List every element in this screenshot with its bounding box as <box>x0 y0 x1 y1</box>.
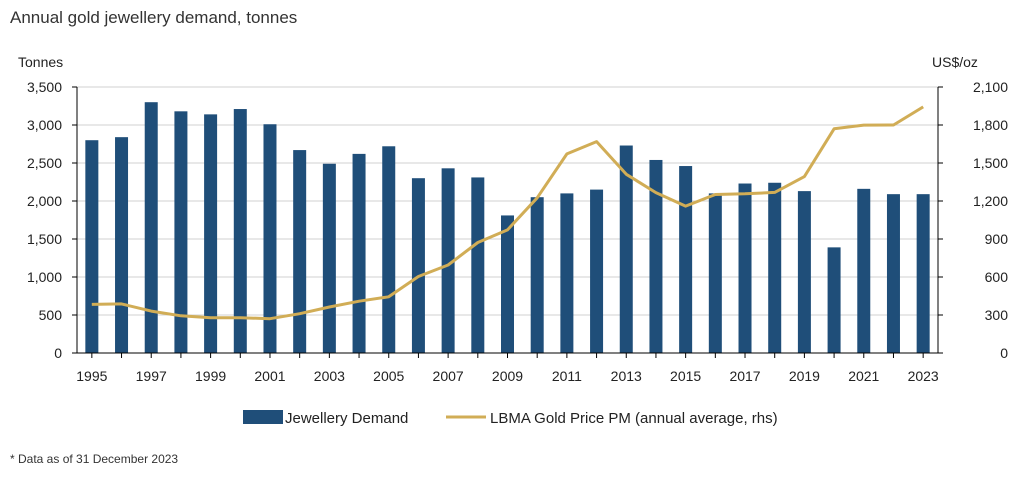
bar-2021 <box>857 188 871 353</box>
bar-2014 <box>649 159 663 353</box>
bar-2017 <box>738 183 752 353</box>
x-tick-label: 2011 <box>552 368 582 384</box>
bar-2018 <box>768 182 782 353</box>
x-tick-label: 1997 <box>136 368 167 384</box>
x-tick-label: 1999 <box>195 368 226 384</box>
y-tick-left-label: 500 <box>39 307 63 323</box>
y-tick-right-label: 300 <box>985 307 1009 323</box>
bar-1995 <box>85 140 99 353</box>
x-tick-label: 2015 <box>670 368 701 384</box>
bar-2016 <box>708 193 722 353</box>
y-tick-left-label: 2,000 <box>27 193 62 209</box>
y-axis-left-label: Tonnes <box>18 54 63 70</box>
bar-2005 <box>382 146 396 353</box>
y-tick-left-label: 2,500 <box>27 155 62 171</box>
bar-2009 <box>501 215 514 353</box>
bar-1998 <box>174 111 188 353</box>
x-tick-label: 2005 <box>373 368 404 384</box>
bar-2004 <box>352 153 366 353</box>
x-axis-ticks: 1995 1997 1999 2001 2003 2005 2007 2009 2011 2013… <box>76 353 939 384</box>
y-tick-right-label: 1,800 <box>973 117 1008 133</box>
bar-1999 <box>204 114 218 353</box>
y-axis-left-ticks: 0 500 1,000 1,500 2,000 2,500 3,000 3,500 <box>27 79 62 361</box>
bar-2019 <box>797 191 811 353</box>
y-axis-right-ticks: 0 300 600 900 1,200 1,500 1,800 2,100 <box>973 79 1008 361</box>
bar-2020 <box>827 247 841 353</box>
bar-2015 <box>679 166 693 353</box>
x-tick-label: 2009 <box>492 368 523 384</box>
x-tick-label: 2013 <box>611 368 642 384</box>
bar-2006 <box>411 178 425 353</box>
y-tick-left-label: 1,500 <box>27 231 62 247</box>
bar-2013 <box>619 145 633 353</box>
bar-2007 <box>441 168 455 353</box>
footnote: * Data as of 31 December 2023 <box>10 452 179 466</box>
bar-2022 <box>886 194 900 353</box>
y-tick-right-label: 1,500 <box>973 155 1008 171</box>
y-tick-right-label: 900 <box>985 231 1009 247</box>
price-line <box>91 105 924 321</box>
legend-swatch-demand <box>243 410 283 424</box>
x-tick-label: 1995 <box>76 368 107 384</box>
bar-2011 <box>560 193 574 353</box>
y-tick-left-label: 3,000 <box>27 117 62 133</box>
bar-2000 <box>233 109 247 353</box>
bar-2001 <box>263 124 277 354</box>
legend: Jewellery Demand LBMA Gold Price PM (ann… <box>243 410 778 427</box>
y-tick-right-label: 600 <box>985 269 1009 285</box>
x-tick-label: 2001 <box>254 368 285 384</box>
bar-2023 <box>916 194 930 353</box>
y-tick-right-label: 2,100 <box>973 79 1008 95</box>
bar-1996 <box>115 137 129 353</box>
bar-2002 <box>293 150 307 353</box>
x-tick-label: 2023 <box>908 368 939 384</box>
price-line-group <box>91 105 924 321</box>
y-axis-right-label: US$/oz <box>932 54 978 70</box>
bar-1997 <box>144 102 158 353</box>
x-tick-label: 2017 <box>729 368 760 384</box>
y-tick-left-label: 3,500 <box>27 79 62 95</box>
bar-2008 <box>471 177 485 353</box>
bars <box>85 102 930 354</box>
y-tick-left-label: 0 <box>54 345 62 361</box>
bar-2012 <box>590 189 604 353</box>
x-tick-label: 2003 <box>314 368 345 384</box>
y-tick-right-label: 1,200 <box>973 193 1008 209</box>
y-tick-left-label: 1,000 <box>27 269 62 285</box>
bar-2010 <box>530 197 544 353</box>
bar-2003 <box>322 163 336 353</box>
legend-label-price: LBMA Gold Price PM (annual average, rhs) <box>490 410 778 427</box>
x-tick-label: 2019 <box>789 368 820 384</box>
chart-title: Annual gold jewellery demand, tonnes <box>10 8 298 27</box>
legend-label-demand: Jewellery Demand <box>285 410 408 427</box>
x-tick-label: 2021 <box>848 368 879 384</box>
x-tick-label: 2007 <box>433 368 464 384</box>
y-tick-right-label: 0 <box>1000 345 1008 361</box>
